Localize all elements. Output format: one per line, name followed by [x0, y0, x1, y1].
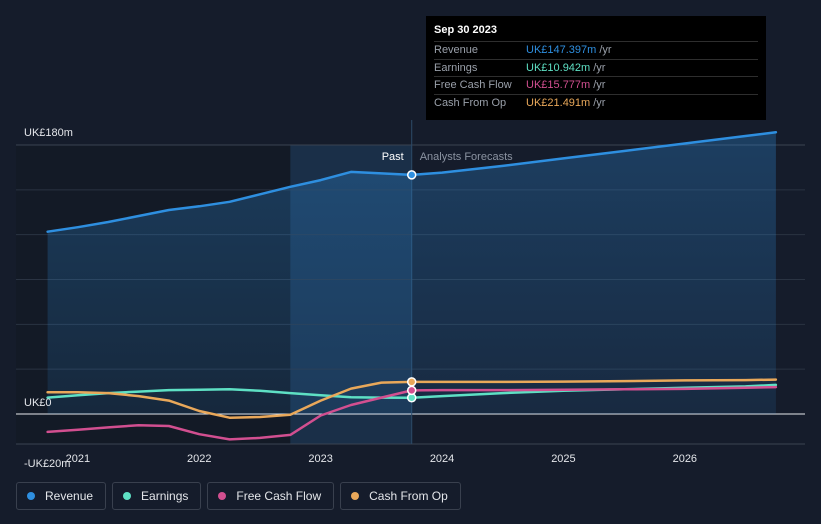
x-tick-label: 2023 [308, 453, 332, 465]
x-tick-label: 2026 [673, 453, 697, 465]
fcf-line [46, 385, 778, 441]
tooltip-value: UK£15.777m [526, 79, 591, 91]
revenue-line [46, 131, 778, 233]
x-tick-label: 2021 [66, 453, 90, 465]
x-tick-label: 2022 [187, 453, 211, 465]
legend-dot-icon [27, 492, 35, 500]
y-label-top: UK£180m [24, 127, 73, 139]
revenue-marker [406, 170, 417, 180]
legend-label: Earnings [141, 489, 189, 503]
tooltip-label: Earnings [434, 61, 478, 74]
tooltip-label: Revenue [434, 44, 479, 56]
y-label-zero: UK£0 [24, 397, 52, 409]
tooltip-row-earnings: Earnings UK£10.942m /yr [434, 58, 758, 77]
tooltip-value: UK£147.397m [526, 44, 597, 56]
tooltip-unit: /yr [593, 61, 606, 74]
legend-label: Cash From Op [369, 489, 448, 503]
tooltip-row-revenue: Revenue UK£147.397m /yr [434, 41, 758, 59]
y-label-negative: -UK£20m [24, 458, 70, 470]
legend-dot-icon [351, 492, 360, 500]
tooltip-label: Free Cash Flow [434, 79, 512, 91]
legend-label: Revenue [45, 489, 94, 503]
tooltip-date: Sep 30 2023 [434, 24, 497, 36]
legend-label: Free Cash Flow [236, 489, 322, 503]
forecast-label: Analysts Forecasts [420, 151, 513, 163]
tooltip-label: Cash From Op [434, 96, 507, 109]
cfo-line [46, 378, 778, 419]
legend-revenue[interactable]: Revenue [16, 482, 107, 510]
tooltip-unit: /yr [599, 44, 612, 56]
legend-dot-icon [218, 492, 227, 500]
fcf-marker [406, 385, 417, 396]
cfo-marker [406, 377, 417, 387]
tooltip-value: UK£21.491m [526, 96, 591, 109]
tooltip: Sep 30 2023 Revenue UK£147.397m /yr Earn… [426, 16, 766, 120]
past-label: Past [382, 151, 404, 163]
legend-dot-icon [123, 492, 132, 500]
legend-earnings[interactable]: Earnings [112, 482, 202, 510]
legend-free-cash-flow[interactable]: Free Cash Flow [207, 482, 335, 510]
legend: Revenue Earnings Free Cash Flow Cash Fro… [16, 482, 461, 510]
tooltip-row-fcf: Free Cash Flow UK£15.777m /yr [434, 76, 758, 94]
tooltip-row-cfo: Cash From Op UK£21.491m /yr [434, 93, 758, 112]
tooltip-unit: /yr [593, 79, 606, 91]
tooltip-value: UK£10.942m [526, 61, 591, 74]
tooltip-unit: /yr [593, 96, 606, 109]
legend-cash-from-op[interactable]: Cash From Op [340, 482, 461, 510]
x-tick-label: 2025 [551, 453, 575, 465]
x-tick-label: 2024 [430, 453, 454, 465]
